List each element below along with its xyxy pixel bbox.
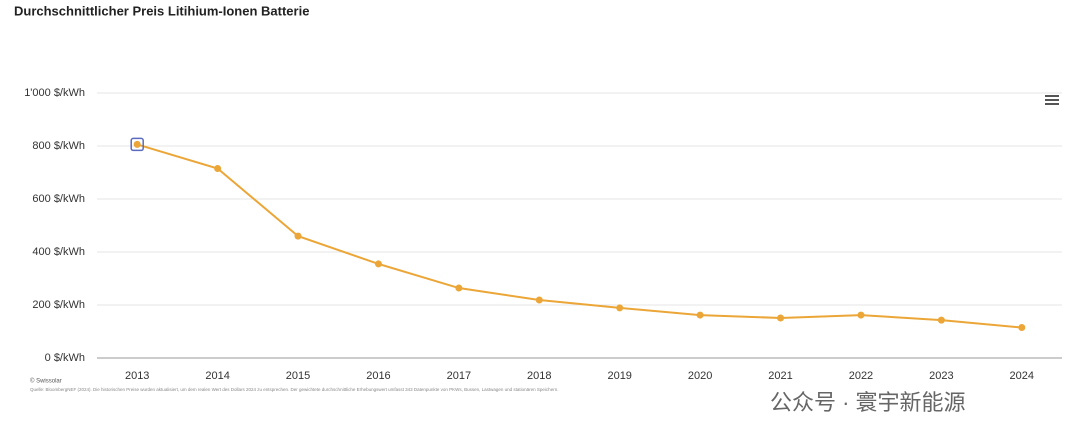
y-tick-label: 1'000 $/kWh bbox=[24, 87, 85, 99]
point bbox=[937, 316, 945, 324]
y-tick-label: 400 $/kWh bbox=[32, 246, 85, 258]
point bbox=[777, 314, 785, 322]
x-tick-label: 2024 bbox=[1010, 370, 1034, 382]
point bbox=[294, 232, 302, 240]
x-tick-label: 2016 bbox=[366, 370, 390, 382]
point bbox=[535, 296, 543, 304]
credit: © Swissolar bbox=[30, 378, 62, 385]
x-tick-label: 2017 bbox=[447, 370, 471, 382]
x-tick-label: 2018 bbox=[527, 370, 551, 382]
point bbox=[455, 284, 463, 292]
watermark: 公众号 · 寰宇新能源 bbox=[770, 390, 966, 415]
chart-title: Durchschnittlicher Preis Litihium-Ionen … bbox=[14, 3, 309, 18]
x-tick-label: 2019 bbox=[607, 370, 631, 382]
point bbox=[696, 311, 704, 319]
point bbox=[1018, 324, 1026, 332]
x-tick-label: 2014 bbox=[205, 370, 229, 382]
y-tick-label: 200 $/kWh bbox=[32, 299, 85, 311]
hover-marker bbox=[130, 137, 144, 152]
x-tick-label: 2023 bbox=[929, 370, 953, 382]
point bbox=[374, 260, 382, 268]
line bbox=[136, 143, 1022, 329]
point bbox=[857, 311, 865, 319]
point bbox=[214, 165, 222, 173]
menu-bar bbox=[1045, 99, 1059, 101]
y-tick-label: 800 $/kWh bbox=[32, 140, 85, 152]
point bbox=[133, 140, 141, 148]
menu-bar bbox=[1045, 103, 1059, 105]
x-tick-label: 2021 bbox=[768, 370, 792, 382]
y-tick-label: 600 $/kWh bbox=[32, 193, 85, 205]
x-tick-label: 2020 bbox=[688, 370, 712, 382]
point bbox=[616, 304, 624, 312]
x-tick-label: 2022 bbox=[849, 370, 873, 382]
x-tick-label: 2013 bbox=[125, 370, 149, 382]
y-tick-label: 0 $/kWh bbox=[45, 352, 85, 364]
menu-bar bbox=[1045, 95, 1059, 97]
menu-button[interactable] bbox=[1045, 95, 1059, 105]
source-note: Quelle: BloombergNEF (2024). Die histori… bbox=[30, 387, 558, 392]
x-tick-label: 2015 bbox=[286, 370, 310, 382]
